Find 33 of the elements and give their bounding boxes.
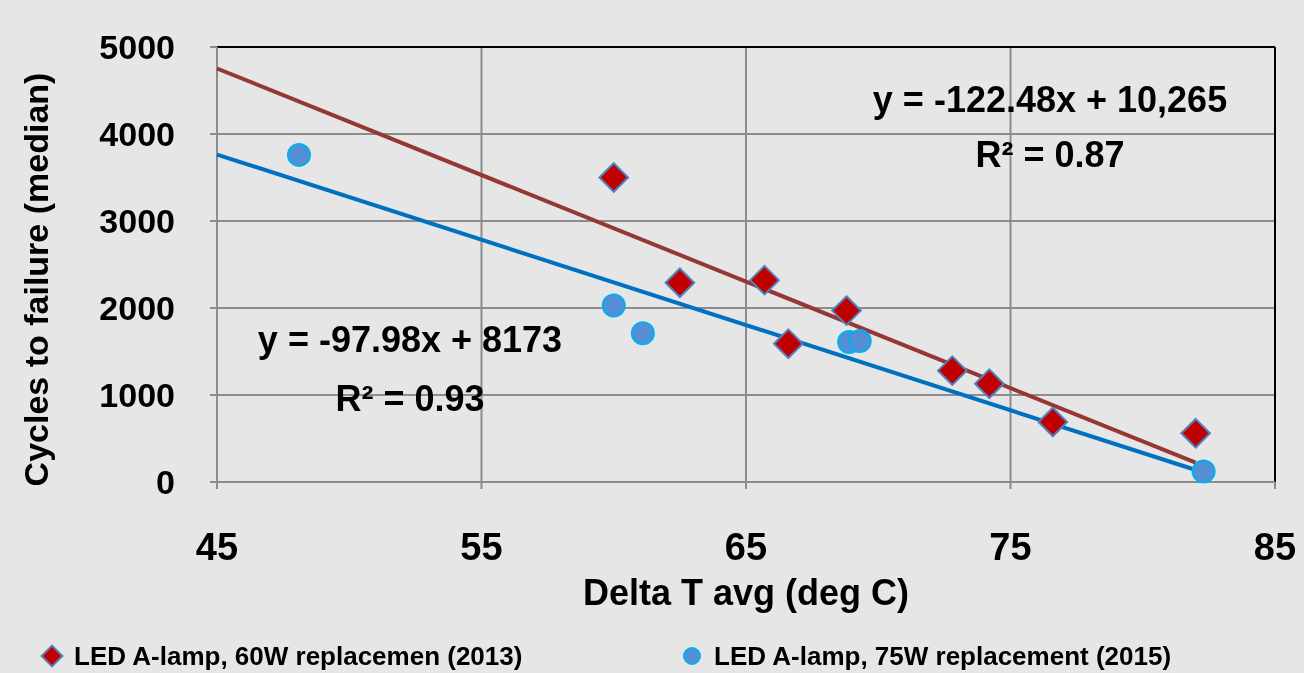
y-tick-label: 0 bbox=[156, 462, 175, 501]
point bbox=[937, 355, 968, 386]
point bbox=[287, 142, 311, 167]
annotation: y = -97.98x + 8173 bbox=[257, 319, 563, 360]
point bbox=[630, 321, 655, 346]
point bbox=[773, 328, 804, 359]
x-tick-label: 75 bbox=[989, 526, 1032, 568]
y-tick-label: 3000 bbox=[99, 201, 175, 240]
x-axis-title: Delta T avg (deg C) bbox=[582, 572, 910, 613]
point bbox=[749, 264, 780, 296]
x-tick-label: 55 bbox=[460, 526, 503, 568]
legend-label: LED A-lamp, 60W replacemen (2013) bbox=[74, 641, 523, 672]
legend-label: LED A-lamp, 75W replacement (2015) bbox=[714, 641, 1172, 672]
x-tick-label: 85 bbox=[1253, 526, 1297, 568]
y-tick-label: 2000 bbox=[99, 288, 175, 327]
annotation: R² = 0.93 bbox=[335, 378, 485, 419]
point bbox=[847, 329, 872, 354]
point bbox=[1037, 406, 1069, 438]
x-tick-label: 45 bbox=[195, 526, 239, 568]
point bbox=[1180, 417, 1211, 449]
y-axis-title: Cycles to failure (median) bbox=[17, 72, 55, 487]
point bbox=[664, 267, 696, 299]
y-tick-label: 5000 bbox=[99, 27, 175, 66]
point bbox=[598, 162, 630, 193]
point bbox=[1191, 459, 1216, 484]
annotation: R² = 0.87 bbox=[975, 134, 1125, 175]
y-tick-label: 4000 bbox=[99, 114, 175, 153]
annotation: y = -122.48x + 10,265 bbox=[872, 79, 1228, 120]
point bbox=[601, 293, 626, 318]
point bbox=[831, 295, 862, 326]
x-tick-label: 65 bbox=[724, 526, 768, 568]
y-tick-label: 1000 bbox=[99, 375, 175, 414]
point bbox=[974, 368, 1005, 399]
